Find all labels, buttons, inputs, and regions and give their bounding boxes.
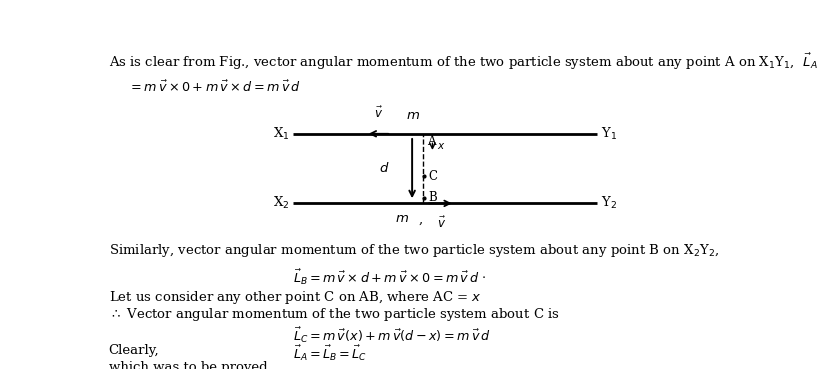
- Text: C: C: [428, 170, 437, 183]
- Text: Y$_2$: Y$_2$: [600, 195, 617, 211]
- Text: $m$: $m$: [406, 110, 420, 123]
- Text: As is clear from Fig., vector angular momentum of the two particle system about : As is clear from Fig., vector angular mo…: [109, 51, 817, 72]
- Text: $\vec{L}_A = \vec{L}_B = \vec{L}_C$: $\vec{L}_A = \vec{L}_B = \vec{L}_C$: [293, 344, 367, 363]
- Text: B: B: [428, 191, 437, 204]
- Text: Let us consider any other point C on AB, where AC = $x$: Let us consider any other point C on AB,…: [109, 289, 482, 306]
- Text: A: A: [428, 135, 436, 148]
- Text: $\therefore$ Vector angular momentum of the two particle system about C is: $\therefore$ Vector angular momentum of …: [109, 306, 559, 323]
- Text: $\vec{L}_C = m\,\vec{v}(x) + m\,\vec{v}(d - x) = m\,\vec{v}\,d$: $\vec{L}_C = m\,\vec{v}(x) + m\,\vec{v}(…: [293, 325, 491, 345]
- Text: $\vec{v}$: $\vec{v}$: [437, 216, 446, 231]
- Text: Similarly, vector angular momentum of the two particle system about any point B : Similarly, vector angular momentum of th…: [109, 242, 719, 259]
- Text: X$_2$: X$_2$: [274, 195, 290, 211]
- Text: Clearly,: Clearly,: [109, 344, 160, 357]
- Text: Y$_1$: Y$_1$: [600, 126, 617, 142]
- Text: ,: ,: [419, 213, 423, 225]
- Text: $\vec{v}$: $\vec{v}$: [374, 106, 383, 121]
- Text: $\vec{L}_B = m\,\vec{v} \times d + m\,\vec{v} \times 0 = m\,\vec{v}\,d\,\cdot$: $\vec{L}_B = m\,\vec{v} \times d + m\,\v…: [293, 267, 486, 287]
- Text: $x$: $x$: [437, 141, 446, 151]
- Text: X$_1$: X$_1$: [273, 126, 290, 142]
- Text: $m$: $m$: [395, 213, 409, 225]
- Text: $d$: $d$: [379, 161, 390, 175]
- Text: $= m\,\vec{v} \times 0 + m\,\vec{v} \times d = m\,\vec{v}\,d$: $= m\,\vec{v} \times 0 + m\,\vec{v} \tim…: [128, 80, 301, 95]
- Text: which was to be proved.: which was to be proved.: [109, 361, 272, 369]
